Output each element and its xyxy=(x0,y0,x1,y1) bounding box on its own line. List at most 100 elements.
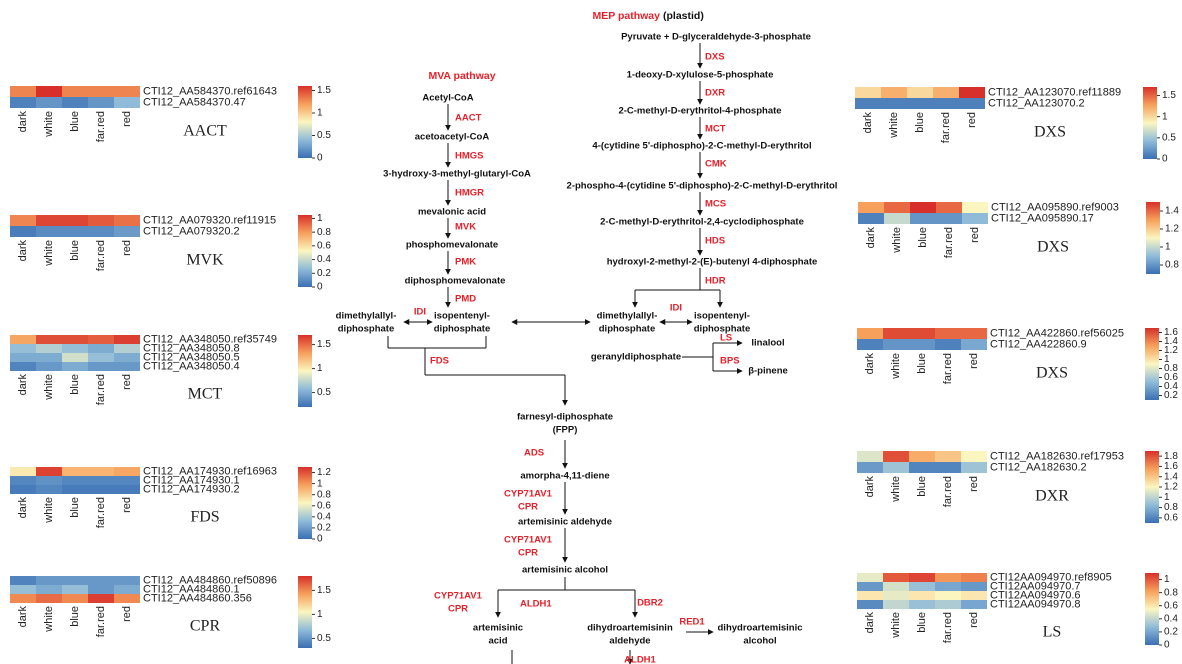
colorbar-tick-label: 0.8 xyxy=(1164,363,1178,374)
heatmap-cell xyxy=(114,362,140,371)
colorbar-tick-label: 0.4 xyxy=(1164,613,1178,624)
heatmap-cell xyxy=(114,476,140,485)
heatmap-cell xyxy=(114,585,140,594)
heatmap-cell xyxy=(88,353,114,362)
colorbar-tick-label: 0.5 xyxy=(317,633,331,644)
heatmap-cell xyxy=(36,585,62,594)
heatmap-cell xyxy=(36,362,62,371)
heatmap-cell xyxy=(933,87,959,98)
heatmap-cell xyxy=(36,86,62,97)
colorbar-tick-label: 1.2 xyxy=(1164,345,1178,356)
colorbar-tick-label: 0.2 xyxy=(317,268,331,279)
enzyme: CYP71AV1 xyxy=(504,489,553,500)
column-label: far.red xyxy=(95,240,107,271)
heatmap-cell xyxy=(10,467,36,476)
column-label: dark xyxy=(17,240,29,262)
colorbar-tick-label: 1 xyxy=(317,478,323,489)
row-label: CTI12_AA095890.17 xyxy=(991,212,1094,224)
heatmap-cell xyxy=(909,451,935,462)
colorbar-tick-label: 1 xyxy=(1164,574,1170,585)
row-label: CTI12_AA174930.ref16963 xyxy=(143,465,277,477)
heatmap-cell xyxy=(36,344,62,353)
column-label: far.red xyxy=(95,111,107,142)
heatmap-cell xyxy=(88,594,114,603)
row-label: CTI12_AA484860.1 xyxy=(143,583,240,595)
heatmap-cell xyxy=(114,226,140,237)
heatmap-cell xyxy=(935,462,961,473)
colorbar xyxy=(1145,573,1159,645)
column-label: red xyxy=(966,112,978,128)
column-label: blue xyxy=(69,606,81,627)
heatmap-cell xyxy=(114,576,140,585)
enzyme: HMGS xyxy=(455,151,484,162)
row-label: CTI12AA094970.6 xyxy=(990,589,1081,601)
enzyme: ALDH1 xyxy=(624,655,656,664)
heatmap-cell xyxy=(88,215,114,226)
heatmap-cell xyxy=(883,573,909,582)
colorbar-tick-label: 0.8 xyxy=(317,227,331,238)
enzyme: ALDH1 xyxy=(520,599,552,610)
heatmap-cell xyxy=(961,582,987,591)
colorbar-tick-label: 1.4 xyxy=(1164,336,1178,347)
colorbar-tick-label: 0 xyxy=(317,534,323,545)
metabolite: linalool xyxy=(751,338,784,349)
heatmap-title: CPR xyxy=(190,618,221,635)
heatmap-cell xyxy=(88,335,114,344)
row-label: CTI12_AA123070.ref11889 xyxy=(988,86,1121,98)
heatmap-cell xyxy=(910,213,936,224)
heatmap-cell xyxy=(857,582,883,591)
row-label: CTI12_AA123070.2 xyxy=(988,97,1085,109)
row-label: CTI12_AA422860.ref56025 xyxy=(990,327,1124,339)
column-label: dark xyxy=(862,112,874,134)
heatmap-title: FDS xyxy=(190,509,219,526)
heatmap-cell xyxy=(88,362,114,371)
heatmap-cell xyxy=(909,573,935,582)
metabolite: artemisinic alcohol xyxy=(522,565,608,576)
colorbar-tick-label: 1 xyxy=(317,609,323,620)
enzyme: LS xyxy=(720,333,732,344)
row-label: CTI12AA094970.8 xyxy=(990,598,1081,610)
heatmap-cell xyxy=(10,353,36,362)
heatmap-cell xyxy=(855,98,881,109)
heatmap-cell xyxy=(858,202,884,213)
metabolite: isopentenyl- xyxy=(434,311,490,322)
colorbar-tick-label: 0.6 xyxy=(1164,512,1178,523)
metabolite: acid xyxy=(488,636,507,647)
row-label: CTI12AA094970.7 xyxy=(990,580,1081,592)
heatmap-cell xyxy=(36,594,62,603)
heatmap-title: AACT xyxy=(183,123,227,140)
column-label: dark xyxy=(864,353,876,375)
colorbar-tick-label: 0.4 xyxy=(1164,381,1178,392)
heatmap-cell xyxy=(855,87,881,98)
heatmap-cell xyxy=(62,594,88,603)
metabolite: mevalonic acid xyxy=(418,207,486,218)
colorbar-tick-label: 1.5 xyxy=(317,585,331,596)
row-label: CTI12_AA182630.2 xyxy=(990,461,1087,473)
heatmap-cell xyxy=(10,215,36,226)
heatmap-cell xyxy=(883,451,909,462)
enzyme: DXS xyxy=(705,52,725,63)
enzyme: IDI xyxy=(414,307,426,318)
colorbar-tick-label: 1.8 xyxy=(1164,451,1178,462)
column-label: blue xyxy=(69,497,81,518)
metabolite: 1-deoxy-D-xylulose-5-phosphate xyxy=(627,70,774,81)
column-label: blue xyxy=(69,111,81,132)
colorbar-tick-label: 0.2 xyxy=(1164,627,1178,638)
heatmap-cell xyxy=(62,344,88,353)
heatmap-cell xyxy=(62,585,88,594)
metabolite: artemisinic aldehyde xyxy=(518,517,612,528)
heatmap-cell xyxy=(935,328,961,339)
heatmap-cell xyxy=(857,451,883,462)
column-label: white xyxy=(43,606,55,633)
colorbar-tick-label: 0.5 xyxy=(317,130,331,141)
colorbar-tick-label: 1.5 xyxy=(1162,90,1176,101)
metabolite: artemisinic xyxy=(473,623,523,634)
heatmap-cell xyxy=(88,576,114,585)
enzyme: CPR xyxy=(518,502,538,513)
heatmap-cell xyxy=(114,344,140,353)
heatmap-cell xyxy=(881,98,907,109)
heatmap-cell xyxy=(36,97,62,108)
colorbar xyxy=(298,467,312,539)
column-label: blue xyxy=(914,112,926,133)
colorbar-tick-label: 0.4 xyxy=(317,511,331,522)
